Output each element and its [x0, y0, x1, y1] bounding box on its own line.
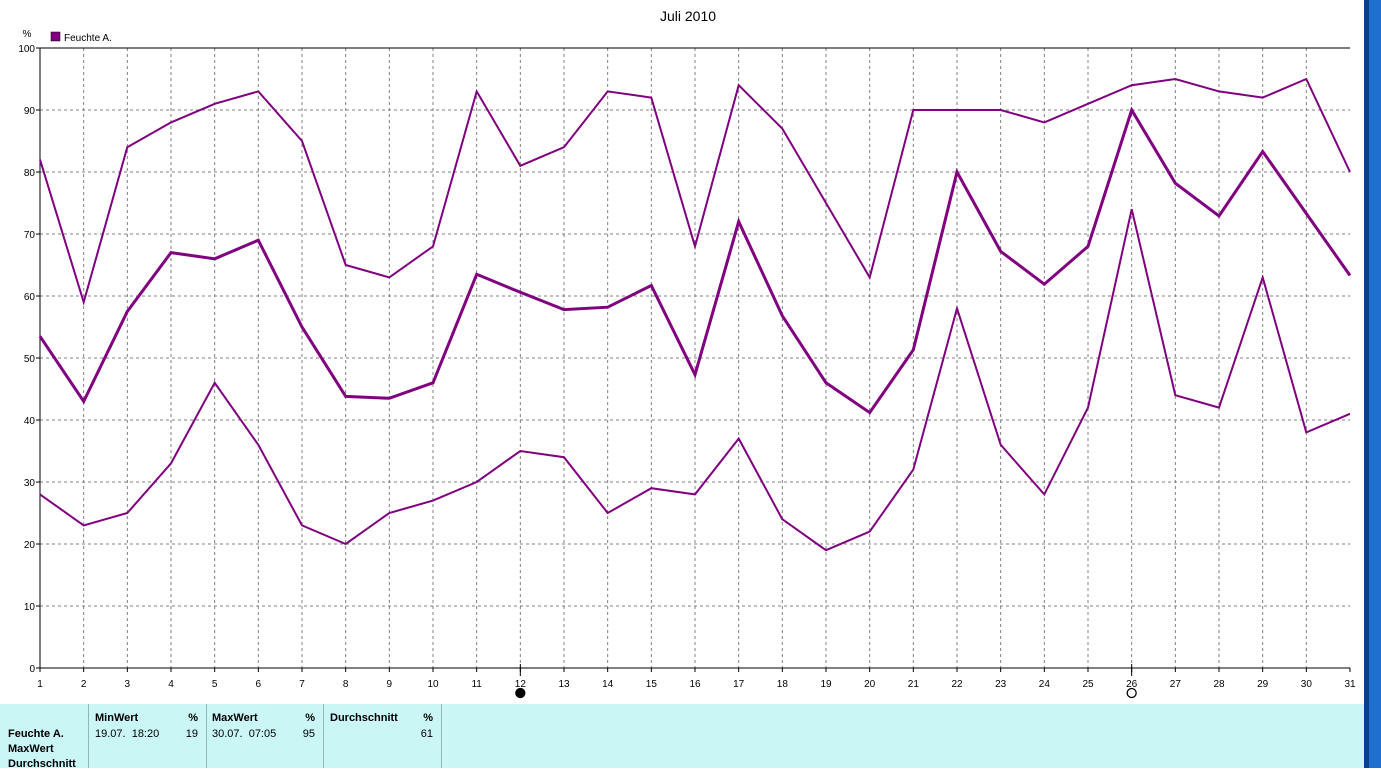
x-tick-label: 2 — [81, 679, 87, 690]
x-tick-label: 19 — [820, 679, 832, 690]
y-tick-label: 80 — [24, 168, 36, 179]
x-tick-label: 17 — [733, 679, 745, 690]
y-tick-label: 50 — [24, 354, 36, 365]
series-line-min — [39, 208, 1351, 552]
stats-row-label: Durchschnitt — [8, 758, 76, 770]
stat-timestamp: 19.07. 18:20 — [95, 728, 160, 740]
x-tick-label: 25 — [1082, 679, 1094, 690]
chart-title: Juli 2010 — [660, 8, 716, 24]
x-tick-label: 12 — [515, 679, 527, 690]
x-tick-label: 30 — [1301, 679, 1313, 690]
legend-swatch-feuchte — [50, 31, 61, 42]
legend-label-feuchte: Feuchte A. — [64, 33, 112, 44]
y-tick-label: 100 — [18, 44, 35, 55]
x-tick-label: 21 — [908, 679, 920, 690]
x-tick-label: 23 — [995, 679, 1007, 690]
x-tick-label: 3 — [125, 679, 131, 690]
stats-row-labels: Feuchte A. MaxWert Durchschnitt — [8, 727, 76, 772]
stat-column-maxwert: MaxWert % 30.07. 07:05 95 — [206, 704, 324, 768]
stat-unit: % — [188, 712, 198, 724]
x-tick-label: 15 — [646, 679, 658, 690]
grid-lines — [40, 47, 1350, 668]
stat-header: MinWert — [95, 712, 139, 724]
y-tick-label: 30 — [24, 478, 36, 489]
x-tick-label: 10 — [427, 679, 439, 690]
stat-header: Durchschnitt — [330, 712, 398, 724]
y-tick-label: 10 — [24, 602, 36, 613]
stat-header: MaxWert — [212, 712, 258, 724]
new-moon-icon — [515, 687, 526, 699]
axes — [36, 47, 1351, 672]
stat-value: 95 — [302, 728, 315, 740]
y-axis-unit-label: % — [23, 29, 32, 40]
stat-value: 19 — [185, 728, 198, 740]
stat-timestamp: 30.07. 07:05 — [212, 728, 277, 740]
y-tick-label: 40 — [24, 416, 36, 427]
x-tick-label: 9 — [387, 679, 393, 690]
x-tick-label: 5 — [212, 679, 218, 690]
stat-column-minwert: MinWert % 19.07. 18:20 19 — [88, 704, 207, 768]
x-tick-label: 20 — [864, 679, 876, 690]
full-moon-icon — [1126, 687, 1137, 699]
x-tick-label: 7 — [299, 679, 305, 690]
y-tick-label: 90 — [24, 106, 36, 117]
x-tick-label: 24 — [1039, 679, 1051, 690]
window-edge-strip — [1364, 0, 1369, 768]
window-edge — [1364, 0, 1381, 768]
moon-markers — [515, 664, 1137, 699]
x-tick-label: 8 — [343, 679, 349, 690]
series-line-max — [39, 77, 1351, 306]
x-tick-label: 22 — [951, 679, 963, 690]
x-tick-label: 29 — [1257, 679, 1269, 690]
x-tick-label: 1 — [37, 679, 43, 690]
x-tick-label: 31 — [1344, 679, 1356, 690]
series-line-avg — [38, 106, 1352, 415]
x-tick-label: 26 — [1126, 679, 1138, 690]
x-tick-label: 11 — [471, 679, 482, 690]
x-tick-label: 14 — [602, 679, 614, 690]
x-tick-label: 18 — [777, 679, 789, 690]
x-tick-label: 16 — [689, 679, 701, 690]
stats-row-label: MaxWert — [8, 743, 54, 755]
statistics-panel: Feuchte A. MaxWert Durchschnitt MinWert … — [0, 704, 1364, 770]
stat-column-durchschnitt: Durchschnitt % 61 — [324, 704, 442, 768]
stat-unit: % — [305, 712, 315, 724]
series-lines — [38, 77, 1352, 552]
x-tick-label: 13 — [558, 679, 570, 690]
y-tick-label: 70 — [24, 230, 36, 241]
stat-value: 61 — [420, 728, 433, 740]
y-tick-label: 20 — [24, 540, 36, 551]
x-tick-label: 6 — [256, 679, 262, 690]
y-tick-label: 60 — [24, 292, 36, 303]
chart-canvas: Juli 2010 % Feuchte A. 0 10 20 30 40 50 60 70 80… — [18, 8, 1356, 699]
x-tick-label: 4 — [168, 679, 174, 690]
stat-unit: % — [423, 712, 433, 724]
x-tick-label: 28 — [1213, 679, 1225, 690]
x-tick-label: 27 — [1170, 679, 1182, 690]
y-tick-label: 0 — [29, 664, 35, 675]
stats-row-label: Feuchte A. — [8, 728, 64, 740]
